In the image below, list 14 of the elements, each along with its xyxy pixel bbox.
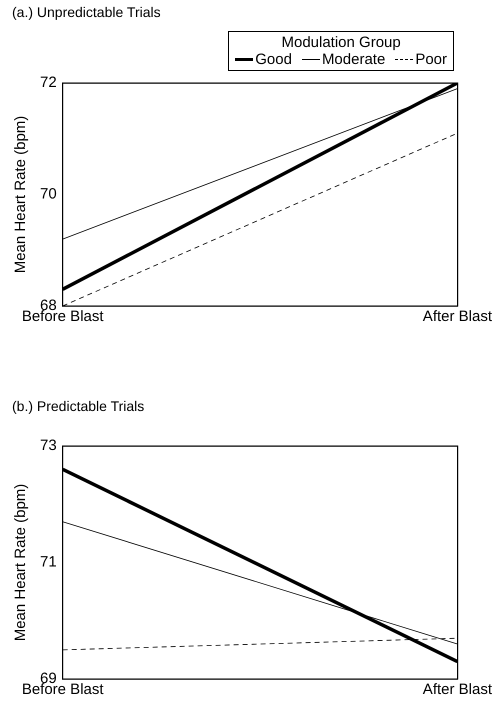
legend-label: Moderate	[322, 51, 386, 68]
x-tick-label: After Blast	[422, 308, 493, 326]
x-tick-label: After Blast	[422, 681, 493, 698]
chart-title: (b.) Predictable Trials	[12, 398, 144, 414]
y-tick-label: 70	[40, 186, 57, 203]
legend-label: Poor	[415, 51, 447, 68]
legend-title: Modulation Group	[280, 34, 402, 51]
y-axis-title: Mean Heart Rate (bpm)	[12, 484, 30, 642]
y-tick-label: 73	[40, 437, 57, 454]
chart-title: (a.) Unpredictable Trials	[12, 4, 161, 20]
legend-label: Good	[255, 51, 292, 68]
y-tick-label: 72	[40, 74, 57, 92]
y-tick-label: 71	[40, 554, 57, 571]
y-axis-title: Mean Heart Rate (bpm)	[12, 116, 30, 274]
